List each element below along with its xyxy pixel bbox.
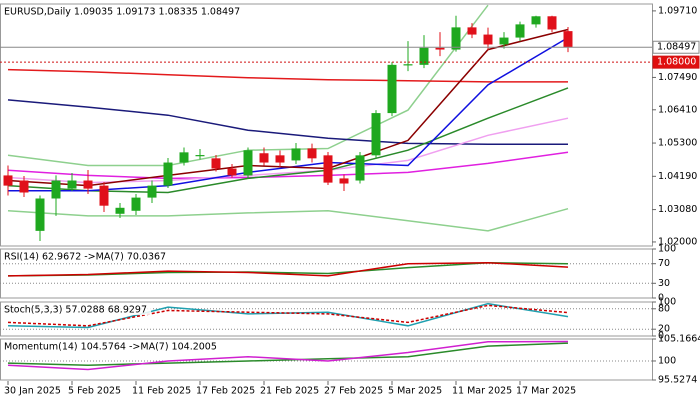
candle-body — [275, 155, 285, 163]
y-tick-label: 20 — [658, 324, 670, 335]
y-tick-label: 0 — [658, 293, 664, 304]
x-tick-label: 11 Feb 2025 — [132, 386, 191, 397]
candle-body — [67, 180, 77, 189]
candle-body — [147, 185, 157, 198]
candle-body — [403, 64, 413, 66]
indicator-line — [7, 99, 568, 146]
candle-body — [291, 148, 301, 161]
indicator-line — [7, 207, 569, 232]
candle-body — [499, 37, 509, 45]
title-bg — [2, 303, 152, 315]
indicator-line — [7, 28, 569, 187]
x-tick-label: 30 Jan 2025 — [4, 386, 61, 397]
y-tick-label: 100 — [658, 297, 676, 308]
x-tick-label: 5 Mar 2025 — [388, 386, 442, 397]
panel-title: Momentum(14) 104.5764 ->MA(7) 104.2005 — [4, 342, 217, 353]
candle-body — [179, 152, 189, 163]
indicator-line — [7, 340, 569, 371]
indicator-line — [7, 261, 569, 277]
candle-body — [195, 155, 205, 157]
y-tick-label: 0 — [658, 331, 664, 342]
y-tick-label: 1.02000 — [658, 236, 697, 247]
y-tick-label: 1.03080 — [658, 204, 697, 215]
candle-body — [371, 113, 381, 156]
price-label-box — [652, 55, 700, 69]
candle-body — [83, 180, 93, 189]
candle-body — [515, 24, 525, 38]
candle-body — [419, 47, 429, 65]
x-tick-label: 17 Feb 2025 — [196, 386, 255, 397]
x-tick-label: 5 Feb 2025 — [68, 386, 121, 397]
y-tick-label: 100 — [658, 244, 676, 255]
y-tick-label: 105.1664 — [658, 334, 700, 345]
y-tick-label: 1.07490 — [658, 72, 697, 83]
candle-body — [99, 185, 109, 206]
candle-body — [467, 27, 477, 35]
candle-body — [323, 155, 333, 183]
candle-body — [531, 16, 541, 25]
candle-body — [387, 64, 397, 114]
candle-body — [307, 148, 317, 159]
y-tick-label: 30 — [658, 278, 670, 289]
candle-body — [243, 150, 253, 176]
indicator-line — [7, 342, 569, 366]
candle-body — [3, 175, 13, 186]
price-label-box — [652, 40, 700, 54]
candle-body — [355, 155, 365, 181]
title-bg — [2, 5, 245, 17]
candle-body — [563, 31, 573, 48]
x-tick-label: 17 Mar 2025 — [516, 386, 576, 397]
candle-body — [19, 180, 29, 193]
indicator-line — [7, 304, 569, 327]
title-bg — [2, 250, 171, 262]
y-tick-label: 95.5274 — [658, 375, 697, 386]
candle-body — [339, 178, 349, 184]
candle-body — [435, 47, 445, 50]
panel-frame — [0, 301, 653, 337]
x-tick-label: 21 Feb 2025 — [260, 386, 319, 397]
price-label: 1.08497 — [657, 42, 696, 53]
candle-body — [259, 153, 269, 163]
price-label: 1.08000 — [657, 57, 696, 68]
candle-body — [227, 168, 237, 176]
candle-body — [211, 158, 221, 169]
candle-body — [451, 27, 461, 50]
panel-frame — [0, 248, 653, 299]
x-tick-label: 11 Mar 2025 — [452, 386, 512, 397]
y-tick-label: 1.05300 — [658, 138, 697, 149]
y-tick-label: 80 — [658, 303, 670, 314]
y-tick-label: 1.04190 — [658, 171, 697, 182]
candle-body — [547, 16, 557, 30]
panel-frame — [0, 338, 653, 381]
panel-title: EURUSD,Daily 1.09035 1.09173 1.08335 1.0… — [4, 7, 240, 18]
candle-body — [51, 180, 61, 199]
candle-body — [131, 197, 141, 211]
y-tick-label: 70 — [658, 258, 670, 269]
indicator-line — [7, 68, 568, 83]
title-bg — [2, 340, 221, 352]
panel-frame — [0, 3, 653, 247]
indicator-line — [7, 151, 569, 180]
y-tick-label: 100 — [658, 355, 676, 366]
candle-body — [483, 34, 493, 45]
candle-body — [163, 162, 173, 186]
indicator-line — [7, 117, 569, 184]
panel-title: Stoch(5,3,3) 57.0288 68.9297 — [4, 305, 147, 316]
panel-title: RSI(14) 62.9672 ->MA(7) 70.0367 — [4, 252, 166, 263]
candle-body — [35, 198, 45, 231]
y-tick-label: 1.06410 — [658, 104, 697, 115]
y-tick-label: 1.09710 — [658, 5, 697, 16]
x-tick-label: 27 Feb 2025 — [324, 386, 383, 397]
candle-body — [115, 207, 125, 214]
